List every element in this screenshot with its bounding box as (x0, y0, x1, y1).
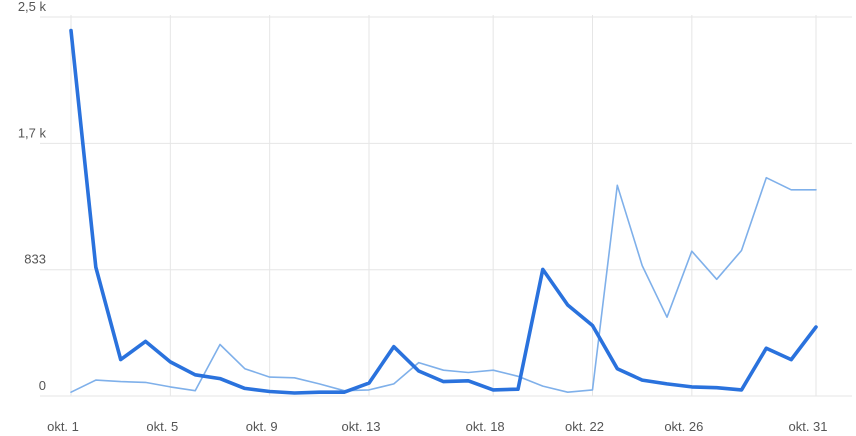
x-tick-label: okt. 9 (246, 419, 278, 434)
x-tick-label: okt. 31 (788, 419, 827, 434)
series-line-1 (70, 176, 817, 394)
x-axis-ticks: okt. 1 okt. 5 okt. 9 okt. 13 okt. 18 okt. 22 o… (47, 419, 827, 434)
grid-layer (40, 15, 852, 397)
y-tick-label: 1,7 k (18, 125, 47, 140)
x-tick-label: okt. 18 (466, 419, 505, 434)
series-layer (69, 28, 818, 395)
x-tick-label: okt. 22 (565, 419, 604, 434)
x-tick-label: okt. 26 (664, 419, 703, 434)
y-tick-label: 833 (24, 252, 46, 267)
y-tick-label: 2,5 k (18, 0, 47, 14)
x-tick-label: okt. 13 (341, 419, 380, 434)
x-tick-label: okt. 1 (47, 419, 79, 434)
x-tick-label: okt. 5 (146, 419, 178, 434)
series-line-2 (69, 28, 818, 395)
y-tick-label: 0 (39, 378, 46, 393)
y-axis-ticks: 0 833 1,7 k 2,5 k (18, 0, 47, 393)
